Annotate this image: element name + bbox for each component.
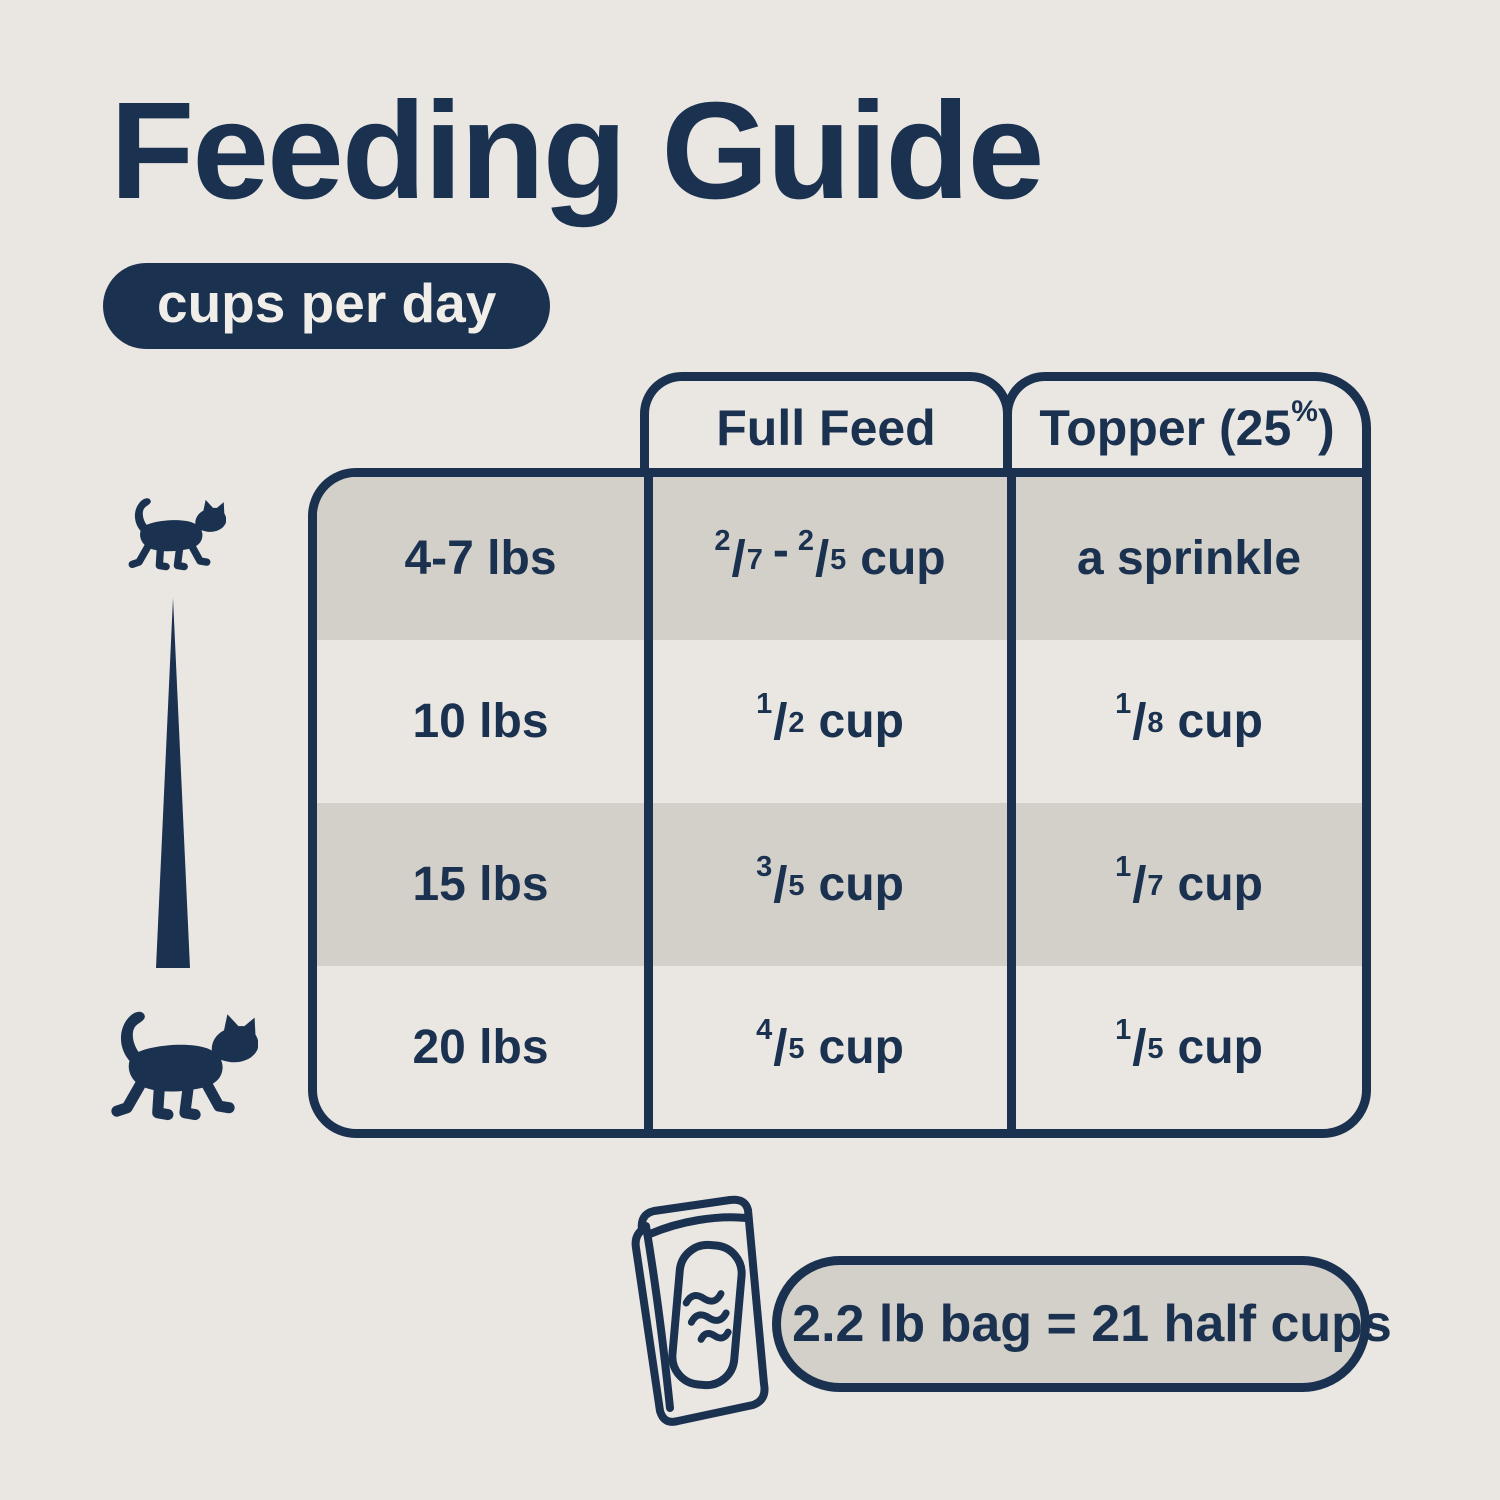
cell-text: a sprinkle (1076, 532, 1302, 585)
page-title: Feeding Guide (110, 74, 1044, 228)
full-feed-label: Full Feed (716, 399, 936, 456)
fraction-numerator: 2 (797, 525, 814, 557)
fraction-slash: / (773, 1019, 788, 1076)
cups-per-day-badge: cups per day (103, 263, 551, 349)
column-header-full-feed: Full Feed (640, 372, 1012, 474)
size-wedge-icon (156, 598, 190, 968)
full-feed-cell: 3/5 cup (644, 803, 1007, 966)
fraction-slash: / (814, 530, 830, 587)
column-header-topper: Topper (25%) (1003, 372, 1371, 474)
full-feed-cell: 2/7-2/5 cup (644, 477, 1007, 640)
topper-cell: 1/5 cup (1007, 966, 1362, 1129)
weight-cell: 10 lbs (317, 640, 644, 803)
fraction-denominator: 5 (788, 1033, 806, 1065)
fraction-denominator: 7 (1147, 870, 1165, 902)
weight-cell: 15 lbs (317, 803, 644, 966)
full-feed-cell: 4/5 cup (644, 966, 1007, 1129)
weight-value: 10 lbs (412, 695, 549, 748)
fraction-denominator: 5 (830, 544, 848, 576)
feeding-table: 4-7 lbs 2/7-2/5 cup a sprinkle 10 lbs 1/2… (308, 468, 1371, 1138)
topper-cell: 1/8 cup (1007, 640, 1362, 803)
badge-label: cups per day (157, 272, 497, 334)
fraction-numerator: 1 (1115, 688, 1132, 720)
fraction-numerator: 4 (756, 1014, 773, 1046)
topper-label-suffix: ) (1317, 399, 1335, 456)
unit-label: cup (818, 858, 904, 911)
unit-label: cup (818, 695, 904, 748)
weight-value: 15 lbs (412, 858, 549, 911)
percent-sign: % (1291, 394, 1318, 428)
small-cat-icon (128, 498, 226, 571)
unit-label: cup (1177, 695, 1263, 748)
weight-value: 20 lbs (412, 1021, 549, 1074)
fraction-denominator: 8 (1147, 707, 1165, 739)
bag-note-text: 2.2 lb bag = 21 half cups (792, 1295, 1392, 1353)
unit-label: cup (818, 1021, 904, 1074)
fraction-denominator: 2 (788, 707, 806, 739)
fraction-numerator: 1 (756, 688, 773, 720)
range-dash: - (772, 524, 789, 577)
fraction-denominator: 7 (746, 544, 764, 576)
table-row: 4-7 lbs 2/7-2/5 cup a sprinkle (317, 477, 1362, 640)
bag-note-pill: 2.2 lb bag = 21 half cups (772, 1256, 1392, 1392)
fraction-numerator: 1 (1115, 851, 1132, 883)
fraction-slash: / (731, 530, 746, 587)
table-row: 10 lbs 1/2 cup 1/8 cup (317, 640, 1362, 803)
fraction-denominator: 5 (1147, 1033, 1165, 1065)
fraction-numerator: 3 (756, 851, 773, 883)
table-row: 20 lbs 4/5 cup 1/5 cup (317, 966, 1362, 1129)
table-row: 15 lbs 3/5 cup 1/7 cup (317, 803, 1362, 966)
topper-label-prefix: Topper (25 (1039, 399, 1292, 456)
large-cat-icon (111, 1011, 258, 1121)
unit-label: cup (1177, 858, 1263, 911)
weight-cell: 4-7 lbs (317, 477, 644, 640)
fraction-slash: / (773, 693, 788, 750)
fraction-slash: / (1132, 856, 1147, 913)
unit-label: cup (860, 532, 946, 585)
unit-label: cup (1177, 1021, 1263, 1074)
weight-cell: 20 lbs (317, 966, 644, 1129)
fraction-numerator: 1 (1115, 1014, 1132, 1046)
fraction-denominator: 5 (788, 870, 806, 902)
topper-cell: 1/7 cup (1007, 803, 1362, 966)
fraction-numerator: 2 (714, 525, 731, 557)
topper-cell: a sprinkle (1007, 477, 1362, 640)
food-bag-icon (631, 1195, 769, 1426)
weight-value: 4-7 lbs (404, 532, 557, 585)
fraction-slash: / (773, 856, 788, 913)
fraction-slash: / (1132, 1019, 1147, 1076)
fraction-slash: / (1132, 693, 1147, 750)
full-feed-cell: 1/2 cup (644, 640, 1007, 803)
